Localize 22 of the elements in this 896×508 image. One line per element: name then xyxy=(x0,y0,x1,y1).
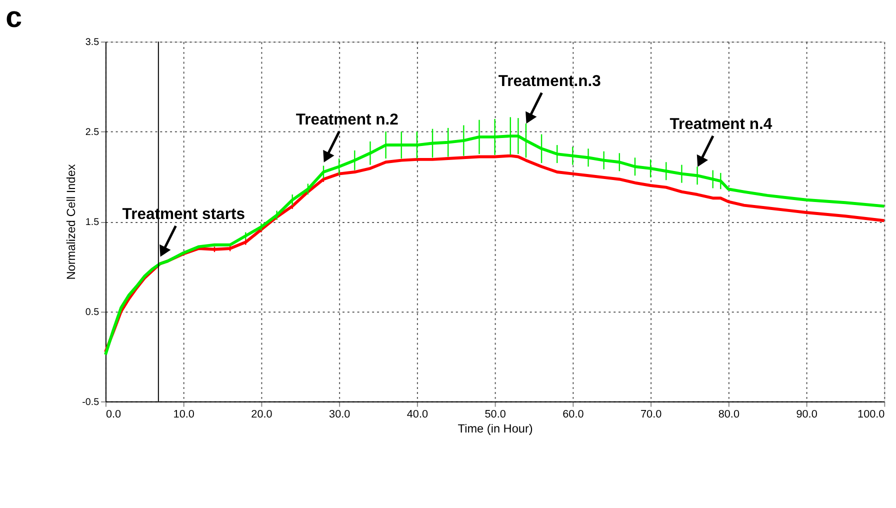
x-tick-label: 50.0 xyxy=(484,408,506,421)
x-tick-label: 30.0 xyxy=(329,408,350,421)
y-tick-label: 2.5 xyxy=(85,127,100,138)
y-tick-label: 1.5 xyxy=(85,216,100,228)
y-tick-label: -0.5 xyxy=(82,396,100,408)
y-tick-label: 3.5 xyxy=(85,37,100,48)
x-axis-title: Time (in Hour) xyxy=(458,421,533,436)
x-tick-label: 20.0 xyxy=(251,408,272,421)
y-axis-title: Normalized Cell Index xyxy=(64,164,78,280)
annotation: Treatment n.4 xyxy=(670,116,772,134)
annotation: Treatment.n.3 xyxy=(498,72,602,90)
x-tick-label: 40.0 xyxy=(406,408,428,421)
x-tick-label: 70.0 xyxy=(640,408,662,421)
annotation: Treatment n.2 xyxy=(296,112,399,129)
x-tick-label: 10.0 xyxy=(173,408,194,421)
x-tick-label: 100.0 xyxy=(858,408,885,421)
chart-title: c xyxy=(6,0,22,34)
x-tick-label: 60.0 xyxy=(562,408,584,421)
x-tick-label: 90.0 xyxy=(796,408,818,421)
y-tick-label: 0.5 xyxy=(85,306,100,318)
x-tick-label: 80.0 xyxy=(718,408,740,421)
x-tick-label: 0.0 xyxy=(106,408,122,421)
